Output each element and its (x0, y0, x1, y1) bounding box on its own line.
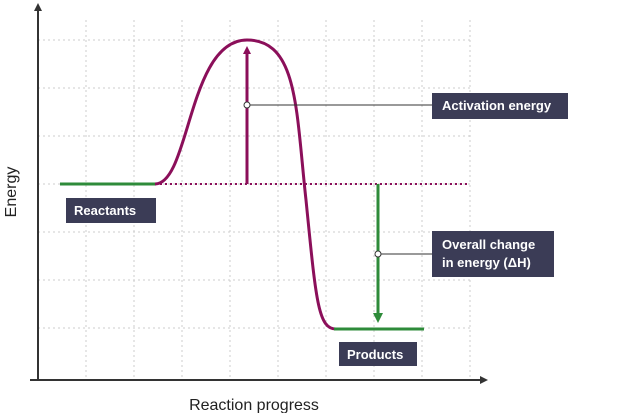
products-label-box (339, 342, 417, 366)
activation-energy-label-text: Activation energy (442, 98, 552, 113)
reactants-label-box (66, 198, 156, 223)
x-axis-arrowhead (480, 376, 488, 384)
reaction-energy-curve (154, 38, 337, 331)
overall-change-leader-dot (374, 250, 382, 258)
activation-energy-label: Activation energy (432, 93, 568, 119)
activation-energy-label-box (432, 93, 568, 119)
activation-energy-leader-dot (243, 101, 251, 109)
axes (30, 3, 488, 384)
overall-change-label: Overall change in energy (ΔH) (432, 231, 554, 277)
y-axis-arrowhead (34, 3, 42, 11)
x-axis-title: Reaction progress (189, 397, 319, 413)
products-label-text: Products (347, 347, 403, 362)
products-label: Products (339, 342, 417, 366)
reactants-label: Reactants (66, 198, 156, 223)
overall-change-label-line2: in energy (ΔH) (442, 255, 531, 270)
reactants-label-text: Reactants (74, 203, 136, 218)
y-axis-title: Energy (3, 167, 20, 218)
overall-change-label-box (432, 231, 554, 277)
overall-change-label-line1: Overall change (442, 237, 535, 252)
